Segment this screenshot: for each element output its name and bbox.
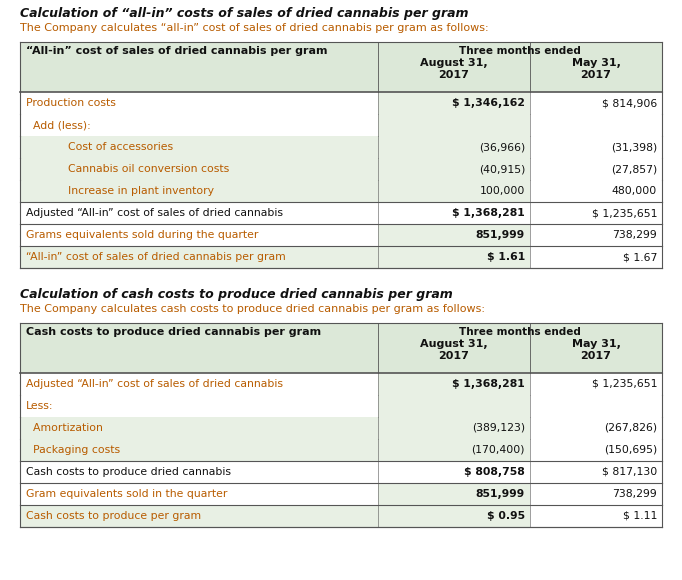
- Bar: [20, 373, 378, 395]
- Text: Three months ended: Three months ended: [459, 46, 581, 56]
- Text: Cannabis oil conversion costs: Cannabis oil conversion costs: [26, 164, 229, 174]
- Text: Add (less):: Add (less):: [26, 120, 91, 130]
- Text: Calculation of cash costs to produce dried cannabis per gram: Calculation of cash costs to produce dri…: [20, 288, 453, 301]
- Bar: [530, 136, 662, 158]
- Bar: [20, 323, 662, 373]
- Bar: [20, 136, 378, 158]
- Bar: [20, 224, 378, 246]
- Text: (267,826): (267,826): [604, 423, 657, 433]
- Bar: [20, 92, 378, 114]
- Bar: [530, 246, 662, 268]
- Text: May 31,
2017: May 31, 2017: [572, 339, 621, 361]
- Bar: [378, 158, 530, 180]
- Bar: [20, 246, 378, 268]
- Text: $ 1.11: $ 1.11: [623, 511, 657, 521]
- Bar: [20, 505, 378, 527]
- Text: $ 1,235,651: $ 1,235,651: [591, 379, 657, 389]
- Bar: [378, 114, 530, 136]
- Text: (31,398): (31,398): [611, 142, 657, 152]
- Text: Cash costs to produce dried cannabis: Cash costs to produce dried cannabis: [26, 467, 231, 477]
- Text: Cash costs to produce per gram: Cash costs to produce per gram: [26, 511, 201, 521]
- Text: Increase in plant inventory: Increase in plant inventory: [26, 186, 214, 196]
- Text: $ 817,130: $ 817,130: [602, 467, 657, 477]
- Text: 100,000: 100,000: [479, 186, 525, 196]
- Text: “All-in” cost of sales of dried cannabis per gram: “All-in” cost of sales of dried cannabis…: [26, 252, 286, 262]
- Bar: [378, 202, 530, 224]
- Text: (389,123): (389,123): [472, 423, 525, 433]
- Bar: [20, 180, 378, 202]
- Bar: [530, 395, 662, 417]
- Text: Amortization: Amortization: [26, 423, 103, 433]
- Bar: [378, 373, 530, 395]
- Bar: [530, 373, 662, 395]
- Text: (150,695): (150,695): [604, 445, 657, 455]
- Text: 480,000: 480,000: [612, 186, 657, 196]
- Bar: [20, 202, 662, 224]
- Bar: [378, 246, 530, 268]
- Text: 738,299: 738,299: [612, 489, 657, 499]
- Text: (40,915): (40,915): [479, 164, 525, 174]
- Text: Three months ended: Three months ended: [459, 327, 581, 337]
- Bar: [378, 483, 530, 505]
- Text: Production costs: Production costs: [26, 98, 116, 108]
- Bar: [20, 42, 662, 92]
- Bar: [20, 439, 378, 461]
- Text: $ 814,906: $ 814,906: [602, 98, 657, 108]
- Text: Packaging costs: Packaging costs: [26, 445, 120, 455]
- Bar: [20, 483, 378, 505]
- Text: $ 1,368,281: $ 1,368,281: [452, 379, 525, 389]
- Bar: [378, 417, 530, 439]
- Bar: [378, 439, 530, 461]
- Bar: [20, 114, 378, 136]
- Text: $ 0.95: $ 0.95: [487, 511, 525, 521]
- Bar: [530, 158, 662, 180]
- Bar: [378, 395, 530, 417]
- Bar: [378, 461, 530, 483]
- Bar: [20, 395, 378, 417]
- Bar: [530, 483, 662, 505]
- Bar: [530, 224, 662, 246]
- Bar: [378, 180, 530, 202]
- Text: August 31,
2017: August 31, 2017: [420, 58, 488, 81]
- Bar: [530, 417, 662, 439]
- Text: (27,857): (27,857): [611, 164, 657, 174]
- Text: 738,299: 738,299: [612, 230, 657, 240]
- Bar: [378, 224, 530, 246]
- Text: Less:: Less:: [26, 401, 53, 411]
- Text: $ 1.67: $ 1.67: [623, 252, 657, 262]
- Text: “All-in” cost of sales of dried cannabis per gram: “All-in” cost of sales of dried cannabis…: [26, 46, 327, 56]
- Bar: [20, 417, 378, 439]
- Bar: [378, 505, 530, 527]
- Text: $ 1,235,651: $ 1,235,651: [591, 208, 657, 218]
- Text: (36,966): (36,966): [479, 142, 525, 152]
- Bar: [530, 92, 662, 114]
- Text: 851,999: 851,999: [476, 489, 525, 499]
- Bar: [530, 505, 662, 527]
- Text: Grams equivalents sold during the quarter: Grams equivalents sold during the quarte…: [26, 230, 258, 240]
- Text: Cash costs to produce dried cannabis per gram: Cash costs to produce dried cannabis per…: [26, 327, 321, 337]
- Bar: [378, 136, 530, 158]
- Bar: [20, 461, 662, 483]
- Text: August 31,
2017: August 31, 2017: [420, 339, 488, 361]
- Text: $ 1.61: $ 1.61: [487, 252, 525, 262]
- Text: Adjusted “All-in” cost of sales of dried cannabis: Adjusted “All-in” cost of sales of dried…: [26, 208, 283, 218]
- Text: Cost of accessories: Cost of accessories: [26, 142, 173, 152]
- Text: Gram equivalents sold in the quarter: Gram equivalents sold in the quarter: [26, 489, 227, 499]
- Text: 851,999: 851,999: [476, 230, 525, 240]
- Text: The Company calculates “all-in” cost of sales of dried cannabis per gram as foll: The Company calculates “all-in” cost of …: [20, 23, 488, 33]
- Text: May 31,
2017: May 31, 2017: [572, 58, 621, 81]
- Bar: [530, 114, 662, 136]
- Bar: [530, 180, 662, 202]
- Bar: [20, 158, 378, 180]
- Text: $ 1,346,162: $ 1,346,162: [452, 98, 525, 108]
- Text: (170,400): (170,400): [471, 445, 525, 455]
- Text: $ 1,368,281: $ 1,368,281: [452, 208, 525, 218]
- Text: Calculation of “all-in” costs of sales of dried cannabis per gram: Calculation of “all-in” costs of sales o…: [20, 7, 469, 20]
- Text: $ 808,758: $ 808,758: [464, 467, 525, 477]
- Bar: [530, 439, 662, 461]
- Bar: [378, 92, 530, 114]
- Text: Adjusted “All-in” cost of sales of dried cannabis: Adjusted “All-in” cost of sales of dried…: [26, 379, 283, 389]
- Text: The Company calculates cash costs to produce dried cannabis per gram as follows:: The Company calculates cash costs to pro…: [20, 304, 485, 314]
